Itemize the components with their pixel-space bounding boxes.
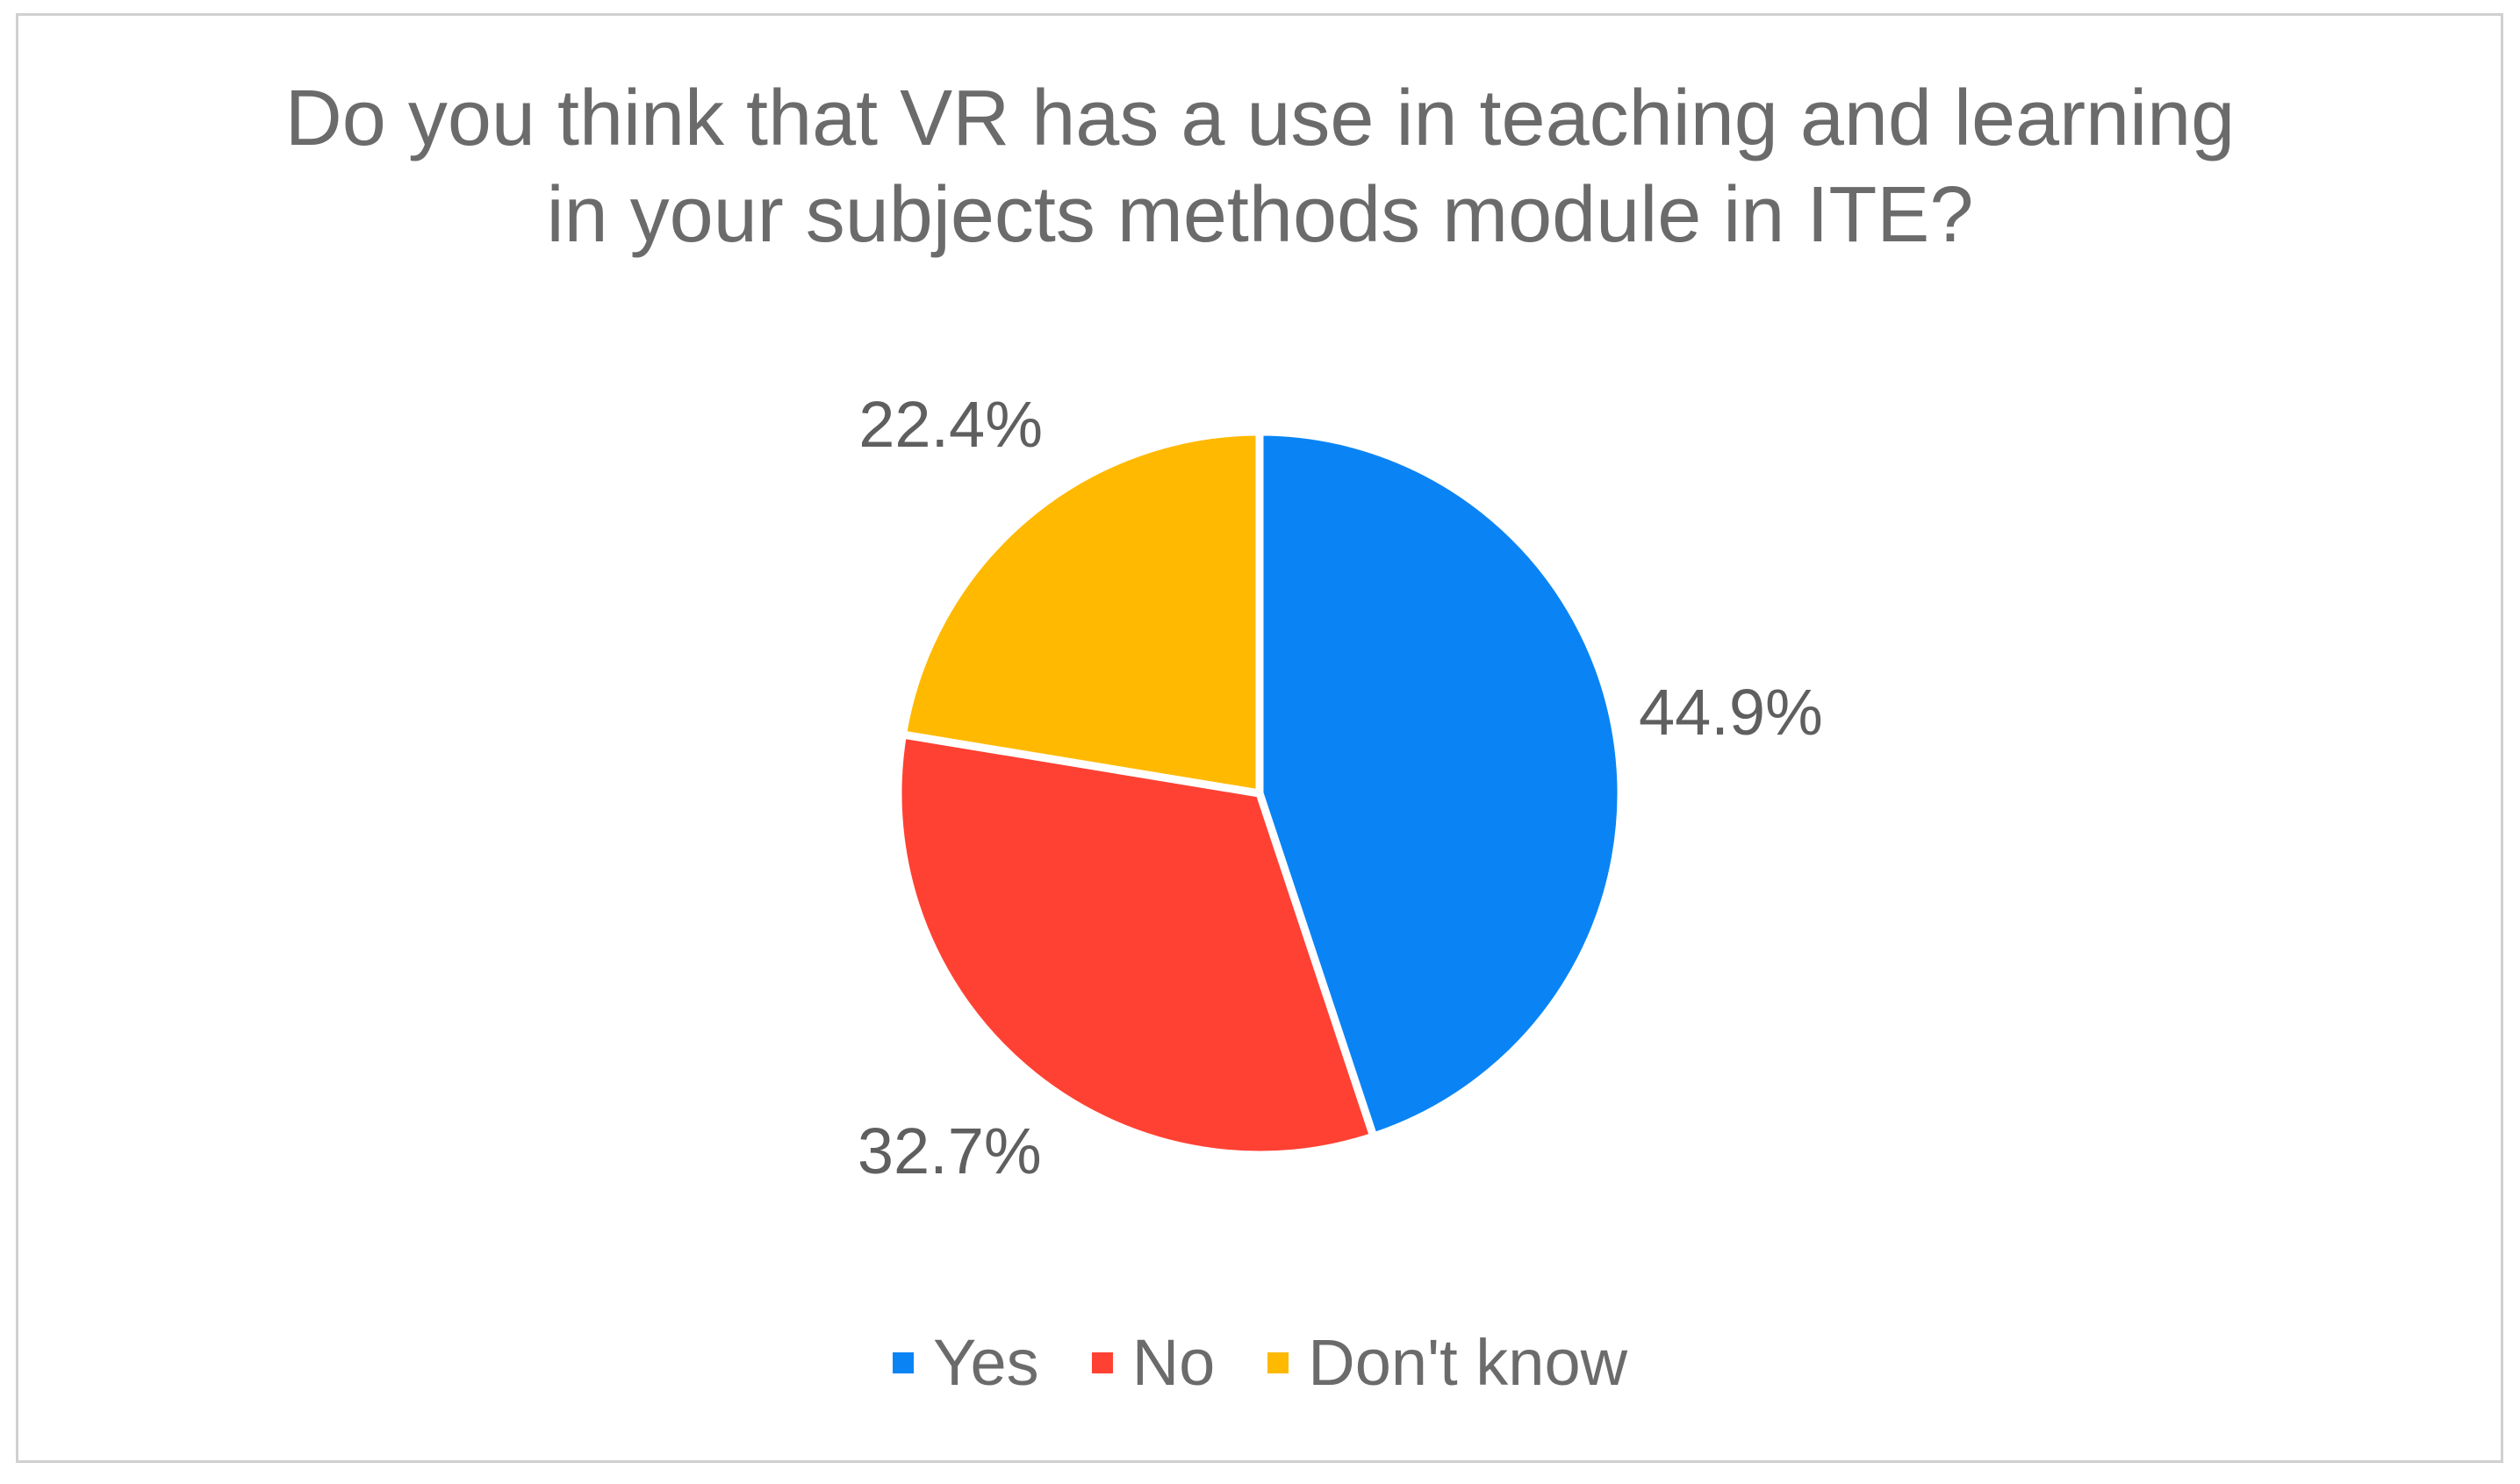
- legend-label: Yes: [932, 1326, 1039, 1399]
- pie-slice: [898, 427, 1264, 799]
- legend-swatch: [1091, 1351, 1113, 1373]
- pie-slice: [1255, 427, 1626, 1142]
- data-label: 22.4%: [858, 388, 1043, 461]
- legend-label: Don't know: [1308, 1326, 1628, 1399]
- legend-item: No: [1091, 1325, 1216, 1400]
- data-label: 32.7%: [858, 1115, 1042, 1187]
- legend-swatch: [1267, 1351, 1289, 1373]
- pie-slice: [894, 729, 1379, 1159]
- data-label: 44.9%: [1639, 676, 1823, 749]
- chart-title: Do you think that VR has a use in teachi…: [284, 75, 2236, 259]
- legend-label: No: [1131, 1326, 1216, 1399]
- legend-swatch: [892, 1351, 914, 1373]
- chart-frame: [16, 13, 2503, 1463]
- legend-item: Don't know: [1267, 1325, 1627, 1400]
- legend: Yes No Don't know: [0, 1325, 2520, 1400]
- legend-item: Yes: [892, 1325, 1039, 1400]
